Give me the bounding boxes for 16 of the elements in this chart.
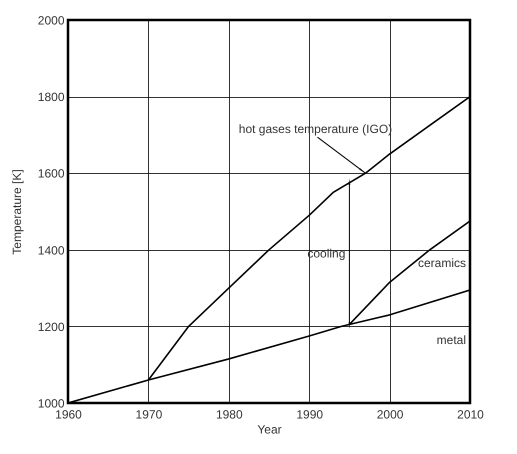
y-tick-label: 1400: [38, 243, 65, 258]
x-tick-label: 1990: [296, 408, 324, 422]
y-tick-label: 1800: [38, 90, 65, 104]
x-tick-label: 1980: [216, 408, 243, 422]
y-tick-label: 1200: [38, 320, 65, 334]
x-tick-label: 1970: [136, 408, 163, 422]
y-tick-label: 1600: [38, 166, 65, 181]
series-label: ceramics: [418, 256, 466, 270]
text: metal: [436, 333, 466, 348]
y-axis-title: Temperature [K]: [10, 169, 24, 255]
x-tick-label: 2000: [376, 408, 404, 422]
y-tick-label: 1000: [38, 396, 65, 410]
y-tick-label: 2000: [38, 14, 65, 28]
x-tick-label: 2010: [457, 408, 484, 422]
x-axis-title: Year: [257, 422, 282, 436]
x-tick-label: 1960: [55, 408, 82, 422]
